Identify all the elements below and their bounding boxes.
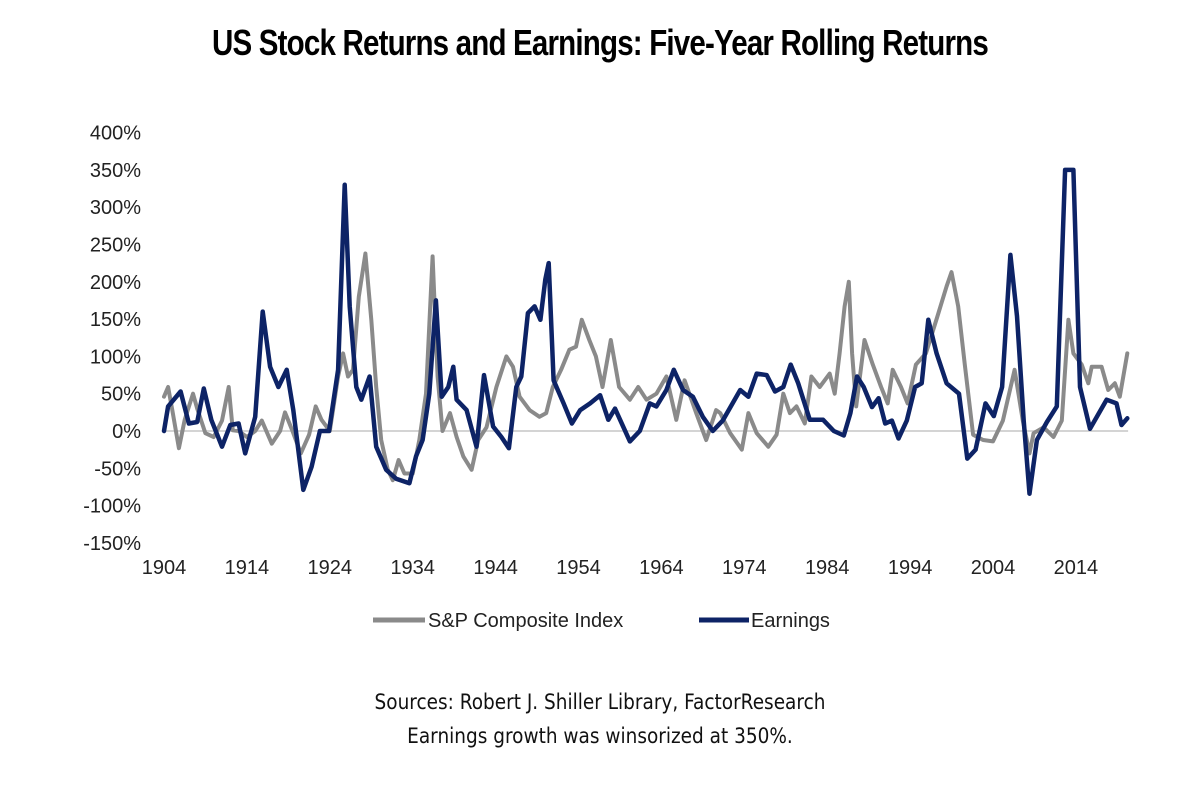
chart-title: US Stock Returns and Earnings: Five-Year… — [212, 22, 989, 63]
y-axis: 400% 350% 300% 250% 200% 150% 100% 50% 0% -50% -10… — [83, 123, 141, 555]
y-tick-label: 150% — [90, 309, 141, 331]
x-tick-label: 2004 — [971, 557, 1016, 579]
x-tick-label: 1954 — [556, 557, 601, 579]
y-tick-label: 0% — [112, 421, 141, 443]
y-tick-label: 200% — [90, 272, 141, 294]
y-tick-label: 50% — [101, 384, 141, 406]
legend-label-sp-composite: S&P Composite Index — [428, 610, 623, 632]
x-tick-label: 1984 — [805, 557, 850, 579]
x-axis: 1904 1914 1924 1934 1944 1954 1964 1974 1984 1994… — [142, 557, 1098, 579]
legend: S&P Composite Index Earnings — [373, 610, 830, 632]
x-tick-label: 2014 — [1054, 557, 1099, 579]
y-tick-label: 250% — [90, 235, 141, 257]
y-tick-label: 100% — [90, 346, 141, 368]
y-tick-label: 300% — [90, 197, 141, 219]
y-tick-label: 400% — [90, 123, 141, 145]
x-tick-label: 1974 — [722, 557, 767, 579]
y-tick-label: -100% — [83, 496, 141, 518]
y-tick-label: 350% — [90, 160, 141, 182]
x-tick-label: 1944 — [473, 557, 518, 579]
x-tick-label: 1994 — [888, 557, 933, 579]
winsorization-note: Earnings growth was winsorized at 350%. — [407, 724, 793, 748]
series-group — [161, 167, 1130, 496]
x-tick-label: 1934 — [390, 557, 435, 579]
legend-label-earnings: Earnings — [751, 610, 830, 632]
y-tick-label: -50% — [94, 458, 141, 480]
y-tick-label: -150% — [83, 533, 141, 555]
x-tick-label: 1924 — [308, 557, 353, 579]
x-tick-label: 1904 — [142, 557, 187, 579]
series-line-sp-composite — [162, 251, 1130, 483]
x-tick-label: 1964 — [639, 557, 684, 579]
sources-note: Sources: Robert J. Shiller Library, Fact… — [374, 690, 826, 714]
series-line-earnings — [161, 167, 1130, 496]
x-tick-label: 1914 — [225, 557, 270, 579]
